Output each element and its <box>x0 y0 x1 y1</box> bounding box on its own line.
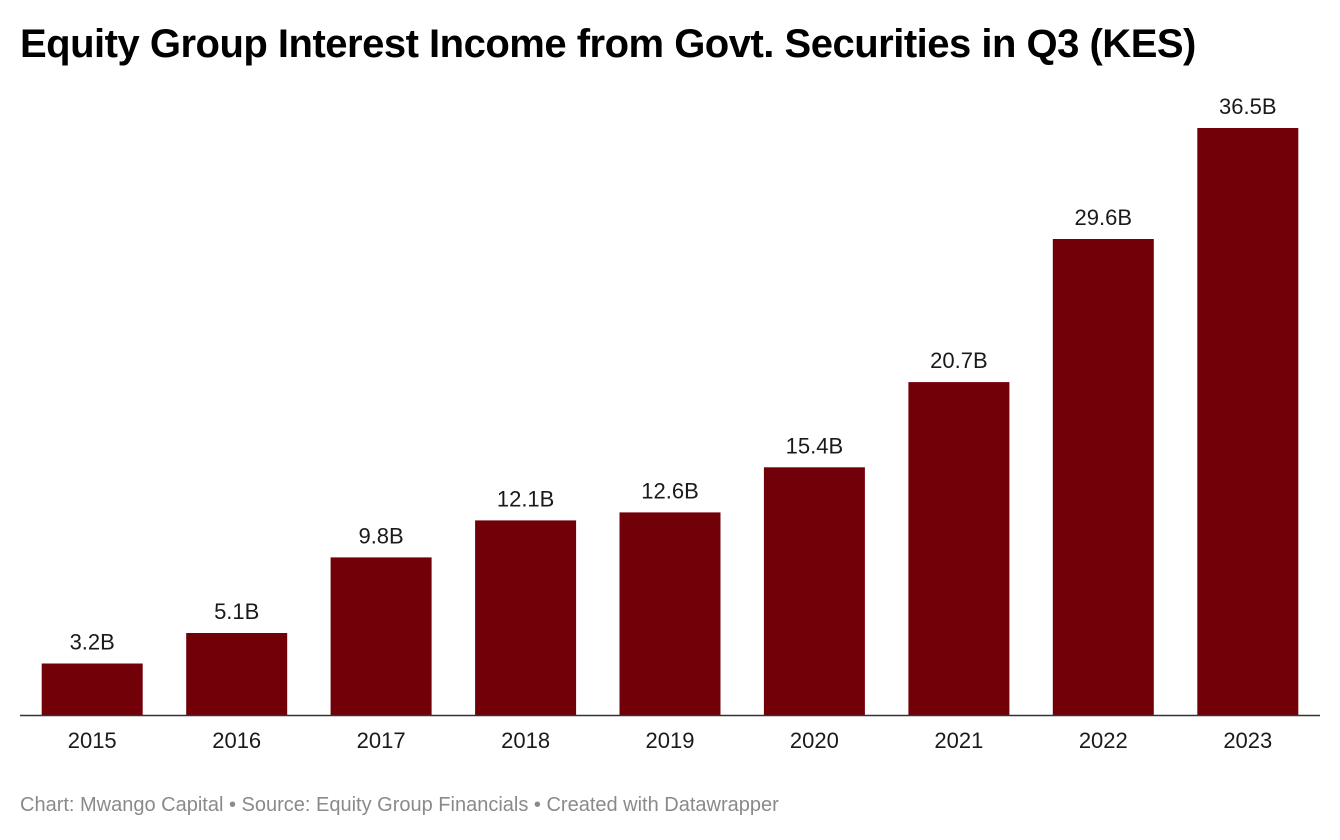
value-label-2016: 5.1B <box>214 599 259 624</box>
chart-title: Equity Group Interest Income from Govt. … <box>20 22 1196 66</box>
bar-2021 <box>908 382 1010 715</box>
x-tick-label-2022: 2022 <box>1079 728 1128 753</box>
x-tick-label-2023: 2023 <box>1223 728 1272 753</box>
value-label-2020: 15.4B <box>786 433 844 458</box>
value-labels-group: 3.2B 5.1B 9.8B 12.1B 12.6B 15.4B 20.7B 29.6B 36.… <box>70 94 1277 655</box>
value-label-2017: 9.8B <box>358 523 403 548</box>
chart-footer-credit: Chart: Mwango Capital • Source: Equity G… <box>20 794 779 816</box>
value-label-2015: 3.2B <box>70 630 115 655</box>
x-tick-label-2018: 2018 <box>501 728 550 753</box>
value-label-2023: 36.5B <box>1219 94 1277 119</box>
x-tick-label-2020: 2020 <box>790 728 839 753</box>
bar-2019 <box>619 512 721 715</box>
bar-2015 <box>41 663 143 715</box>
bar-2020 <box>763 467 865 715</box>
bar-2018 <box>475 520 577 715</box>
bar-chart: 3.2B 5.1B 9.8B 12.1B 12.6B 15.4B 20.7B 29.6B 36.… <box>20 94 1320 753</box>
x-tick-label-2017: 2017 <box>357 728 406 753</box>
x-axis-tick-labels: 2015 2016 2017 2018 2019 2020 2021 2022 2023 <box>68 728 1273 753</box>
value-label-2021: 20.7B <box>930 348 988 373</box>
value-label-2022: 29.6B <box>1075 205 1133 230</box>
bars-group <box>41 128 1299 715</box>
x-tick-label-2015: 2015 <box>68 728 117 753</box>
x-tick-label-2016: 2016 <box>212 728 261 753</box>
value-label-2018: 12.1B <box>497 486 555 511</box>
bar-2016 <box>186 633 288 715</box>
bar-2023 <box>1197 128 1299 715</box>
bar-2017 <box>330 557 432 715</box>
bar-2022 <box>1052 239 1154 715</box>
x-tick-label-2021: 2021 <box>934 728 983 753</box>
x-tick-label-2019: 2019 <box>646 728 695 753</box>
value-label-2019: 12.6B <box>641 478 699 503</box>
